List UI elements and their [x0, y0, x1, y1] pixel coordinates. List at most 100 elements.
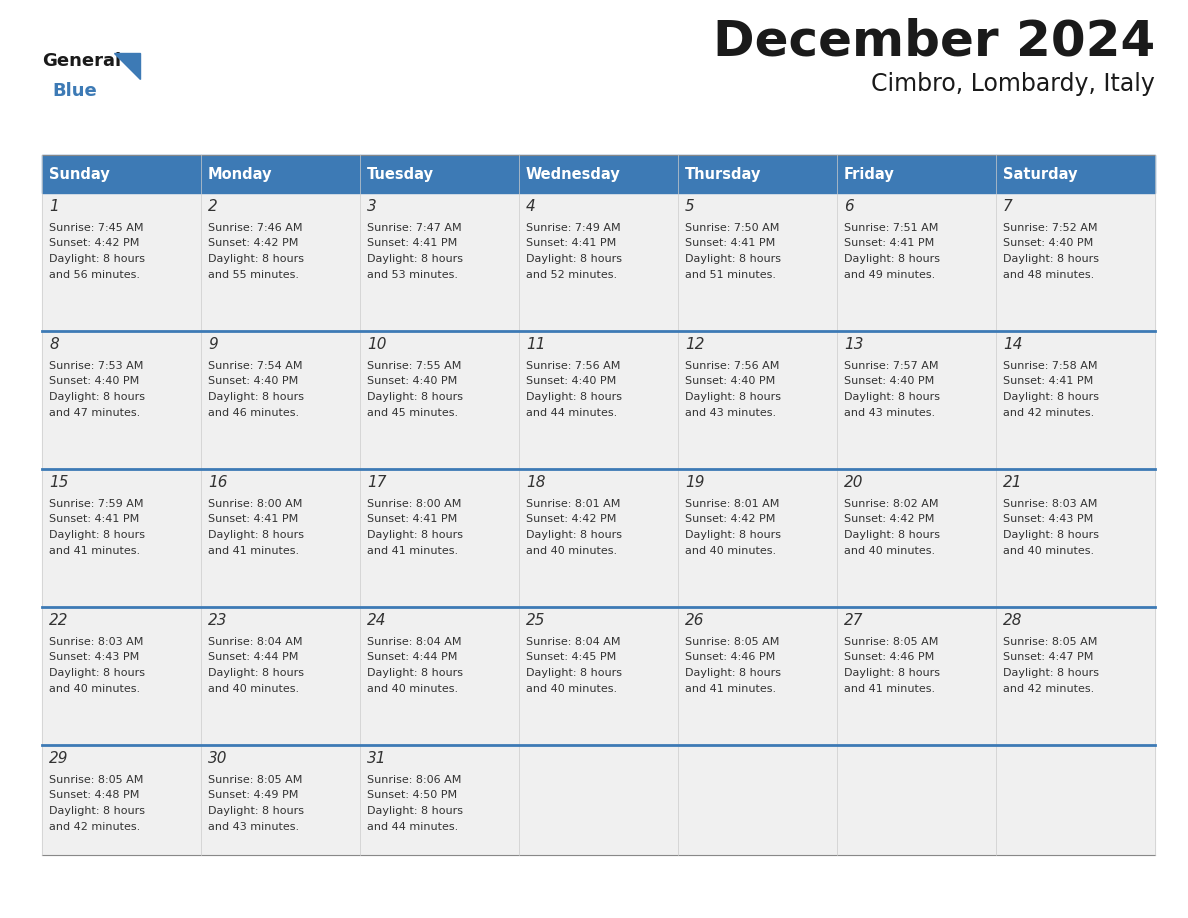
Text: Sunrise: 8:01 AM: Sunrise: 8:01 AM [526, 499, 620, 509]
Text: Sunset: 4:42 PM: Sunset: 4:42 PM [685, 514, 776, 524]
Bar [838, 331, 996, 469]
Text: Tuesday: Tuesday [367, 166, 434, 182]
Text: Sunset: 4:41 PM: Sunset: 4:41 PM [208, 514, 298, 524]
Text: 25: 25 [526, 613, 545, 628]
Text: Sunrise: 7:58 AM: Sunrise: 7:58 AM [1003, 361, 1098, 371]
Text: Sunrise: 7:50 AM: Sunrise: 7:50 AM [685, 223, 779, 233]
Text: 27: 27 [843, 613, 864, 628]
Text: and 42 minutes.: and 42 minutes. [49, 822, 140, 832]
Text: 3: 3 [367, 199, 377, 214]
Text: Sunrise: 7:53 AM: Sunrise: 7:53 AM [49, 361, 144, 371]
Text: Sunset: 4:48 PM: Sunset: 4:48 PM [49, 790, 139, 800]
Text: Sunset: 4:40 PM: Sunset: 4:40 PM [843, 376, 934, 386]
Text: 13: 13 [843, 337, 864, 352]
Text: Sunset: 4:42 PM: Sunset: 4:42 PM [843, 514, 935, 524]
Text: Wednesday: Wednesday [526, 166, 621, 182]
Text: Daylight: 8 hours: Daylight: 8 hours [49, 668, 145, 678]
Text: General: General [42, 52, 121, 70]
Text: Cimbro, Lombardy, Italy: Cimbro, Lombardy, Italy [871, 72, 1155, 96]
Text: and 56 minutes.: and 56 minutes. [49, 270, 140, 279]
Bar [201, 331, 360, 469]
Text: Sunset: 4:40 PM: Sunset: 4:40 PM [1003, 239, 1093, 249]
Bar [838, 607, 996, 745]
Text: Daylight: 8 hours: Daylight: 8 hours [208, 530, 304, 540]
Text: and 41 minutes.: and 41 minutes. [208, 545, 299, 555]
Text: Daylight: 8 hours: Daylight: 8 hours [49, 254, 145, 264]
Text: Sunrise: 7:51 AM: Sunrise: 7:51 AM [843, 223, 939, 233]
Bar [678, 331, 838, 469]
Text: Sunrise: 8:05 AM: Sunrise: 8:05 AM [208, 775, 303, 785]
Text: 29: 29 [49, 751, 69, 766]
Text: Sunset: 4:41 PM: Sunset: 4:41 PM [367, 239, 457, 249]
Text: Sunrise: 7:56 AM: Sunrise: 7:56 AM [685, 361, 779, 371]
Text: Daylight: 8 hours: Daylight: 8 hours [526, 392, 623, 402]
Text: Sunset: 4:44 PM: Sunset: 4:44 PM [367, 653, 457, 663]
Text: Sunrise: 8:03 AM: Sunrise: 8:03 AM [49, 637, 144, 647]
Text: Daylight: 8 hours: Daylight: 8 hours [843, 392, 940, 402]
Text: Daylight: 8 hours: Daylight: 8 hours [1003, 254, 1099, 264]
Text: Sunrise: 8:05 AM: Sunrise: 8:05 AM [49, 775, 144, 785]
Text: Sunset: 4:44 PM: Sunset: 4:44 PM [208, 653, 298, 663]
Text: Saturday: Saturday [1003, 166, 1078, 182]
Text: and 40 minutes.: and 40 minutes. [367, 684, 459, 693]
Text: Daylight: 8 hours: Daylight: 8 hours [843, 668, 940, 678]
Text: Sunset: 4:41 PM: Sunset: 4:41 PM [843, 239, 934, 249]
Text: Sunset: 4:47 PM: Sunset: 4:47 PM [1003, 653, 1093, 663]
Bar [360, 331, 519, 469]
Text: Sunset: 4:41 PM: Sunset: 4:41 PM [367, 514, 457, 524]
Bar [838, 155, 996, 193]
Text: and 40 minutes.: and 40 minutes. [526, 545, 617, 555]
Text: and 40 minutes.: and 40 minutes. [1003, 545, 1094, 555]
Text: 18: 18 [526, 475, 545, 490]
Text: Sunrise: 8:02 AM: Sunrise: 8:02 AM [843, 499, 939, 509]
Text: Daylight: 8 hours: Daylight: 8 hours [685, 254, 781, 264]
Bar [42, 155, 201, 193]
Text: 26: 26 [685, 613, 704, 628]
Text: 12: 12 [685, 337, 704, 352]
Bar [519, 469, 678, 607]
Text: Sunrise: 8:05 AM: Sunrise: 8:05 AM [843, 637, 939, 647]
Text: and 40 minutes.: and 40 minutes. [208, 684, 299, 693]
Bar [519, 155, 678, 193]
Bar [838, 469, 996, 607]
Bar [201, 155, 360, 193]
Bar [519, 607, 678, 745]
Bar [678, 193, 838, 331]
Text: and 55 minutes.: and 55 minutes. [208, 270, 299, 279]
Text: Sunset: 4:41 PM: Sunset: 4:41 PM [685, 239, 776, 249]
Text: Thursday: Thursday [685, 166, 762, 182]
Text: and 41 minutes.: and 41 minutes. [367, 545, 459, 555]
Text: 24: 24 [367, 613, 386, 628]
Bar [996, 155, 1155, 193]
Bar [996, 607, 1155, 745]
Text: and 43 minutes.: and 43 minutes. [208, 822, 299, 832]
Text: 14: 14 [1003, 337, 1023, 352]
Text: Sunset: 4:45 PM: Sunset: 4:45 PM [526, 653, 617, 663]
Text: Daylight: 8 hours: Daylight: 8 hours [685, 668, 781, 678]
Text: 11: 11 [526, 337, 545, 352]
Bar [678, 607, 838, 745]
Text: and 42 minutes.: and 42 minutes. [1003, 684, 1094, 693]
Text: Sunset: 4:40 PM: Sunset: 4:40 PM [367, 376, 457, 386]
Text: Sunrise: 7:55 AM: Sunrise: 7:55 AM [367, 361, 461, 371]
Text: Daylight: 8 hours: Daylight: 8 hours [1003, 668, 1099, 678]
Text: Sunrise: 7:54 AM: Sunrise: 7:54 AM [208, 361, 303, 371]
Text: 4: 4 [526, 199, 536, 214]
Text: 7: 7 [1003, 199, 1012, 214]
Text: Daylight: 8 hours: Daylight: 8 hours [49, 530, 145, 540]
Bar [42, 607, 201, 745]
Text: 19: 19 [685, 475, 704, 490]
Text: 21: 21 [1003, 475, 1023, 490]
Text: Daylight: 8 hours: Daylight: 8 hours [49, 392, 145, 402]
Text: Sunrise: 7:46 AM: Sunrise: 7:46 AM [208, 223, 303, 233]
Text: 5: 5 [685, 199, 695, 214]
Text: Sunrise: 8:04 AM: Sunrise: 8:04 AM [208, 637, 303, 647]
Text: Sunrise: 7:52 AM: Sunrise: 7:52 AM [1003, 223, 1098, 233]
Text: Daylight: 8 hours: Daylight: 8 hours [1003, 392, 1099, 402]
Text: Blue: Blue [52, 82, 96, 100]
Text: Daylight: 8 hours: Daylight: 8 hours [1003, 530, 1099, 540]
Text: and 40 minutes.: and 40 minutes. [685, 545, 776, 555]
Text: Sunrise: 8:01 AM: Sunrise: 8:01 AM [685, 499, 779, 509]
Bar [678, 745, 838, 855]
Text: and 42 minutes.: and 42 minutes. [1003, 408, 1094, 418]
